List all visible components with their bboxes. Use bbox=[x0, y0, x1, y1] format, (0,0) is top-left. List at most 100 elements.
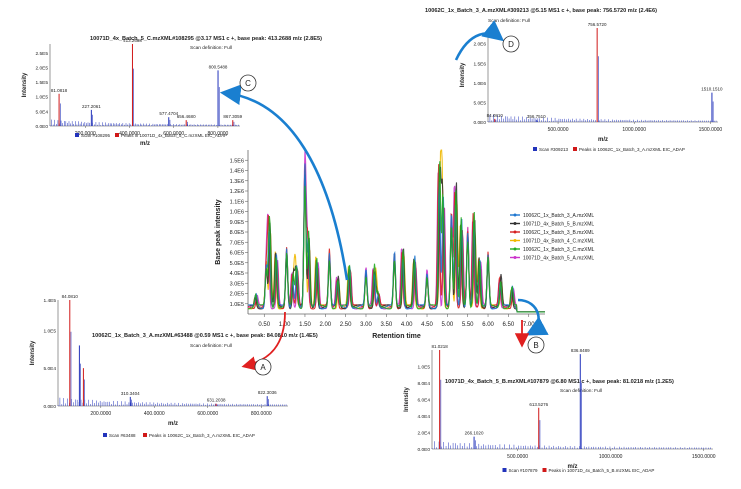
inset-peak-label: 413.2688 bbox=[123, 38, 142, 43]
main-x-tick-label: 1.50 bbox=[299, 322, 311, 328]
inset-y-axis-label: Intensity bbox=[404, 387, 410, 412]
inset-marker-label: C bbox=[245, 79, 251, 88]
main-y-tick-label: 1.4E6 bbox=[230, 169, 244, 175]
inset-legend-swatch bbox=[115, 133, 119, 137]
inset-marker-circle bbox=[527, 336, 545, 354]
inset-subtitle: Scan definition: Full bbox=[560, 388, 602, 394]
inset-peak-label: 631.2038 bbox=[207, 398, 226, 403]
inset-y-tick-label: 1.0E5 bbox=[43, 328, 56, 334]
inset-peak-label: 81.0818 bbox=[51, 88, 68, 93]
main-y-tick-label: 8.0E5 bbox=[230, 230, 244, 236]
inset-legend-label: Scan #108295 bbox=[81, 133, 111, 138]
inset-legend-label: Peaks in 10071D_4x_Batch_5_C.mzXML EIC_A… bbox=[121, 133, 227, 138]
inset-y-tick-label: 2.0E5 bbox=[35, 65, 48, 71]
main-y-tick-label: 6.0E5 bbox=[230, 251, 244, 257]
inset-x-axis-label: m/z bbox=[567, 464, 577, 470]
inset-marker-circle bbox=[239, 74, 257, 92]
inset-legend-label: Scan #309213 bbox=[539, 147, 569, 152]
main-y-tick-label: 3.0E5 bbox=[230, 281, 244, 287]
inset-x-tick-label: 1000.0000 bbox=[599, 454, 623, 460]
main-legend-marker bbox=[513, 256, 517, 259]
main-y-tick-label: 2.0E5 bbox=[230, 292, 244, 298]
main-chart: 0.50 1.00 1.50 2.00 2.50 3.00 3.50 4.00 4.50 5.00… bbox=[215, 149, 595, 340]
inset-peak-label: 577.4704 bbox=[159, 111, 178, 116]
main-legend-marker bbox=[513, 247, 517, 251]
inset-y-tick-label: 8.0E4 bbox=[417, 381, 430, 387]
inset-legend-swatch bbox=[103, 433, 107, 437]
main-y-tick-label: 1.0E5 bbox=[230, 302, 244, 308]
inset-y-axis-label: Intensity bbox=[30, 340, 36, 365]
inset-x-tick-label: 500.0000 bbox=[548, 127, 569, 133]
inset-marker-label: A bbox=[260, 363, 266, 372]
main-y-axis-label: Base peak intensity bbox=[215, 199, 222, 264]
inset-x-tick-label: 1500.0000 bbox=[692, 454, 716, 460]
inset-marker-label: B bbox=[533, 341, 538, 350]
arrow-to-A bbox=[241, 311, 286, 371]
inset-legend-label: Scan #107879 bbox=[509, 468, 539, 473]
inset-y-tick-label: 0.0E0 bbox=[43, 404, 56, 410]
inset-marker-circle bbox=[254, 358, 272, 376]
inset-title: 10062C_1x_Batch_3_A.mzXML#309213 @5.15 M… bbox=[425, 8, 657, 14]
inset-x-tick-label: 200.0000 bbox=[90, 411, 111, 417]
inset-x-tick-label: 600.0000 bbox=[163, 131, 184, 137]
inset-x-tick-label: 400.0000 bbox=[119, 131, 140, 137]
inset-peak-label: 836.8489 bbox=[571, 348, 590, 353]
inset-x-tick-label: 1000.0000 bbox=[622, 127, 646, 133]
inset-y-tick-label: 1.4E5 bbox=[43, 298, 56, 304]
inset-subtitle: Scan definition: Full bbox=[190, 343, 232, 349]
inset-peak-label: 227.2061 bbox=[82, 104, 101, 109]
inset-y-axis-label: Intensity bbox=[460, 62, 466, 87]
main-y-tick-label: 1.3E6 bbox=[230, 179, 244, 185]
arrows: C D A B bbox=[219, 20, 549, 376]
inset-x-tick-label: 400.0000 bbox=[144, 411, 165, 417]
main-x-tick-label: 5.50 bbox=[462, 322, 474, 328]
inset-y-tick-label: 1.0E5 bbox=[417, 365, 430, 371]
inset-legend-label: Peaks in 10062C_1x_Batch_3_A.mzXML EIC_A… bbox=[579, 147, 685, 152]
inset-y-tick-label: 2.0E4 bbox=[417, 431, 430, 437]
inset-legend-swatch bbox=[502, 468, 507, 472]
main-x-tick-label: 4.00 bbox=[401, 322, 413, 328]
inset-y-axis-label: Intensity bbox=[22, 72, 28, 97]
inset-x-tick-label: 800.0000 bbox=[207, 131, 228, 137]
inset-legend-swatch bbox=[573, 147, 577, 151]
inset-y-tick-label: 1.0E5 bbox=[35, 95, 48, 101]
inset-peak-label: 656.4680 bbox=[177, 114, 196, 119]
inset-legend-label: Peaks in 10062C_1x_Batch_3_A.mzXML EIC_A… bbox=[149, 433, 255, 438]
main-x-tick-label: 5.00 bbox=[442, 322, 454, 328]
inset-y-tick-label: 6.0E4 bbox=[417, 398, 430, 404]
inset-legend-swatch bbox=[533, 147, 537, 151]
main-x-tick-label: 6.00 bbox=[482, 322, 494, 328]
inset-legend-swatch bbox=[75, 133, 79, 137]
inset-y-tick-label: 1.0E6 bbox=[473, 81, 486, 87]
inset-y-tick-label: 0.0E0 bbox=[417, 447, 430, 453]
main-x-tick-label: 2.50 bbox=[340, 322, 352, 328]
inset-chart-A: 10062C_1x_Batch_3_A.mzXML#63488 @0.59 MS… bbox=[30, 294, 318, 438]
main-x-tick-label: 7.00 bbox=[523, 322, 535, 328]
inset-legend-swatch bbox=[143, 433, 147, 437]
inset-subtitle: Scan definition: Full bbox=[488, 18, 530, 24]
main-series-line bbox=[248, 161, 545, 313]
main-legend-marker bbox=[513, 239, 517, 242]
arrow-to-C bbox=[219, 84, 349, 281]
inset-subtitle: Scan definition: Full bbox=[190, 45, 232, 51]
inset-y-tick-label: 4.0E4 bbox=[417, 414, 430, 420]
inset-y-tick-label: 2.0E6 bbox=[473, 42, 486, 48]
main-legend-label: 10062C_1x_Batch_3_C.mzXML bbox=[523, 247, 595, 253]
inset-peak-label: 756.5720 bbox=[588, 22, 607, 27]
main-y-tick-label: 4.0E5 bbox=[230, 271, 244, 277]
inset-peak-label: 84.0810 bbox=[62, 294, 79, 299]
inset-y-tick-label: 2.5E5 bbox=[35, 51, 48, 57]
inset-title: 10062C_1x_Batch_3_A.mzXML#63488 @0.59 MS… bbox=[92, 333, 318, 339]
inset-peak-label: 84.0810 bbox=[487, 113, 504, 118]
inset-y-tick-label: 1.5E6 bbox=[473, 61, 486, 67]
inset-legend-label: Scan #63488 bbox=[109, 433, 136, 438]
inset-y-tick-label: 1.5E5 bbox=[35, 80, 48, 86]
inset-x-axis-label: m/z bbox=[598, 137, 608, 143]
inset-peak-label: 81.0218 bbox=[431, 344, 448, 349]
main-legend-label: 10062C_1x_Batch_3_B.mzXML bbox=[523, 230, 594, 236]
main-x-tick-label: 4.50 bbox=[421, 322, 433, 328]
inset-legend-label: Peaks in 10071D_4x_Batch_5_B.mzXML EIC_A… bbox=[549, 468, 655, 473]
main-legend-marker bbox=[513, 213, 517, 217]
inset-marker-label: D bbox=[508, 40, 514, 49]
